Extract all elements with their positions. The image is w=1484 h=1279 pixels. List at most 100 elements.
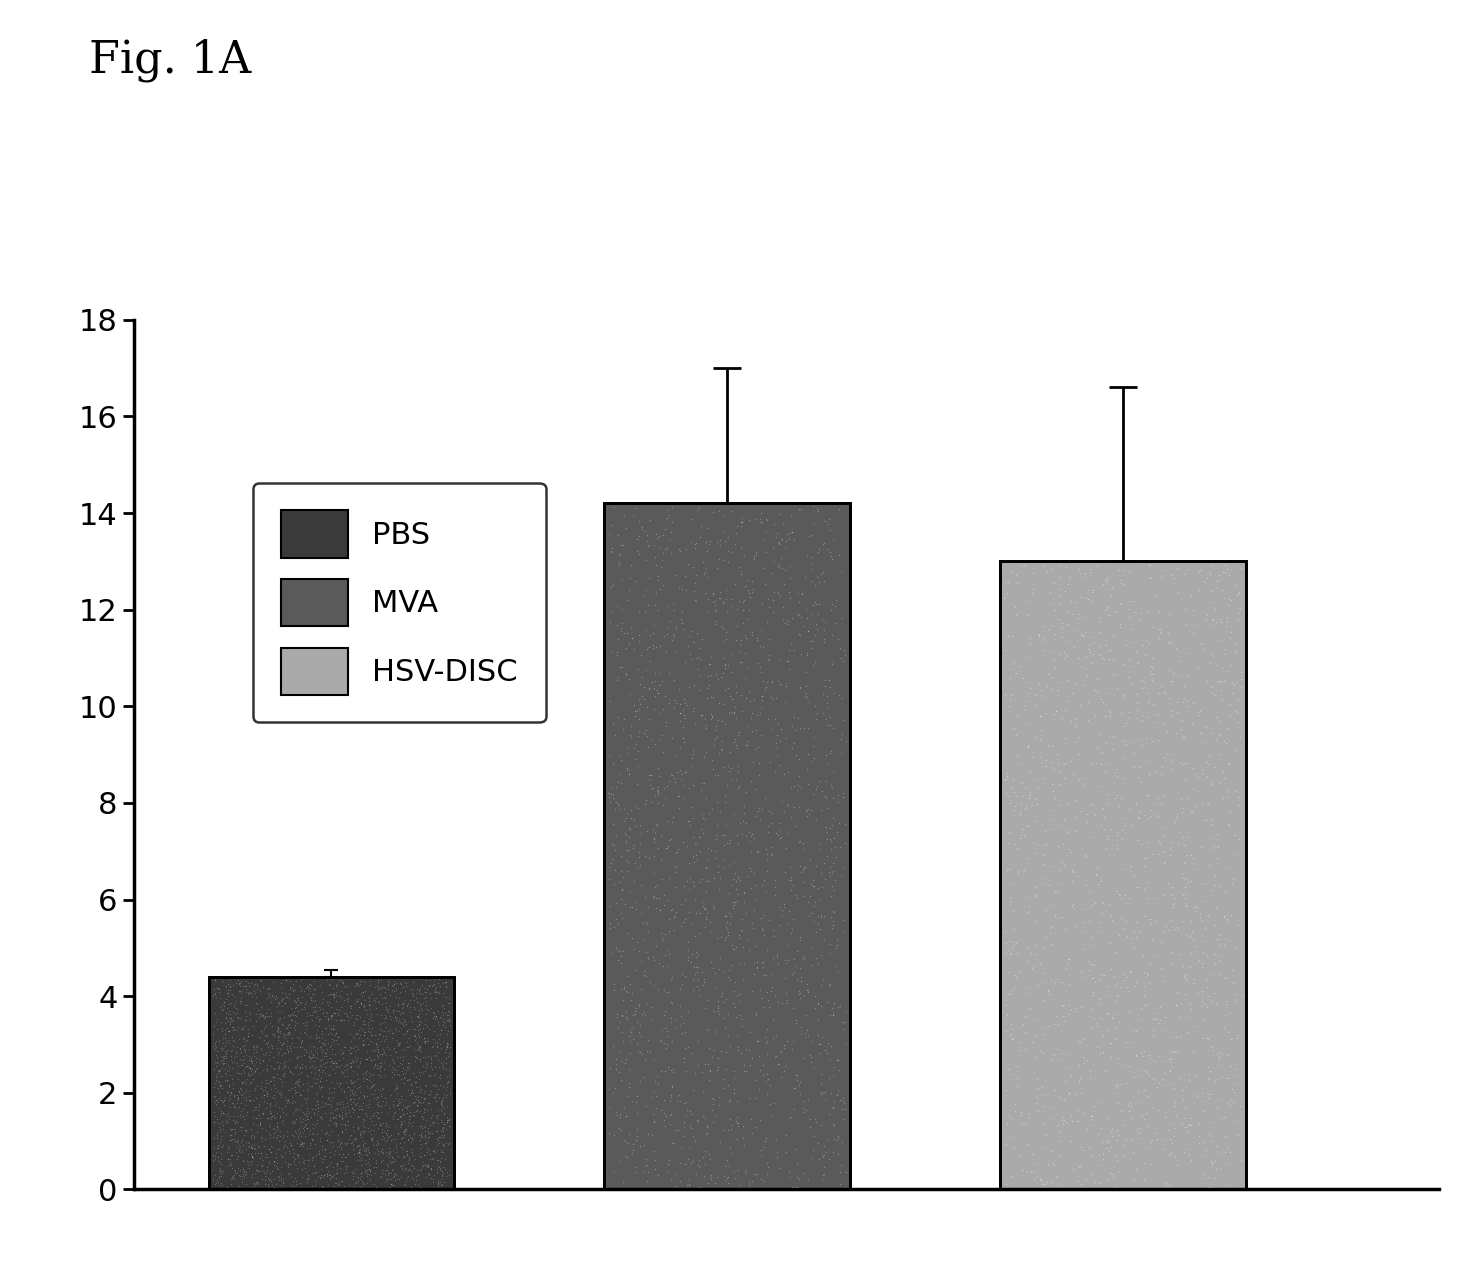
- Point: [1163, 1027, 1187, 1048]
- Point: [703, 840, 727, 861]
- Point: [644, 876, 668, 897]
- Point: [1039, 1108, 1063, 1128]
- Point: [254, 1174, 278, 1195]
- Point: [217, 1102, 240, 1123]
- Point: [749, 512, 773, 532]
- Point: [1224, 701, 1248, 721]
- Point: [1177, 1114, 1201, 1134]
- Point: [834, 1012, 858, 1032]
- Point: [1066, 620, 1089, 641]
- Point: [735, 628, 758, 648]
- Point: [733, 1062, 757, 1082]
- Point: [1212, 906, 1236, 926]
- Point: [249, 1076, 273, 1096]
- Point: [738, 1175, 761, 1196]
- Point: [438, 1010, 462, 1031]
- Point: [1071, 1140, 1095, 1160]
- Point: [806, 604, 830, 624]
- Point: [1113, 684, 1137, 705]
- Point: [310, 1077, 334, 1097]
- Point: [1141, 1009, 1165, 1030]
- Point: [396, 1111, 420, 1132]
- Point: [1138, 568, 1162, 588]
- Point: [252, 1079, 276, 1100]
- Point: [597, 783, 620, 803]
- Point: [1119, 962, 1143, 982]
- Point: [209, 1012, 233, 1032]
- Point: [1180, 1108, 1204, 1128]
- Point: [365, 1087, 389, 1108]
- Point: [289, 978, 313, 999]
- Point: [401, 980, 424, 1000]
- Point: [1172, 835, 1196, 856]
- Point: [617, 973, 641, 994]
- Point: [278, 971, 301, 991]
- Point: [279, 1134, 303, 1155]
- Point: [775, 990, 798, 1010]
- Point: [1055, 793, 1079, 813]
- Point: [613, 976, 637, 996]
- Point: [309, 1131, 332, 1151]
- Point: [389, 1032, 413, 1053]
- Point: [720, 935, 743, 955]
- Point: [355, 1060, 378, 1081]
- Point: [784, 744, 807, 765]
- Point: [341, 1037, 365, 1058]
- Point: [1082, 1008, 1106, 1028]
- Point: [637, 637, 660, 657]
- Point: [329, 1170, 353, 1191]
- Point: [684, 590, 708, 610]
- Point: [635, 921, 659, 941]
- Point: [1125, 972, 1149, 993]
- Point: [706, 710, 730, 730]
- Point: [295, 1109, 319, 1129]
- Point: [800, 524, 824, 545]
- Point: [1066, 1100, 1089, 1120]
- Point: [1159, 564, 1183, 585]
- Point: [255, 1108, 279, 1128]
- Point: [234, 1045, 258, 1065]
- Point: [234, 1164, 258, 1184]
- Point: [729, 629, 752, 650]
- Point: [1040, 1152, 1064, 1173]
- Point: [243, 993, 267, 1013]
- Point: [1104, 1030, 1128, 1050]
- Point: [804, 922, 828, 943]
- Point: [202, 1111, 226, 1132]
- Point: [705, 792, 729, 812]
- Point: [331, 1095, 355, 1115]
- Point: [1077, 638, 1101, 659]
- Point: [251, 1050, 275, 1071]
- Point: [718, 1109, 742, 1129]
- Point: [315, 1156, 338, 1177]
- Point: [294, 1115, 318, 1136]
- Point: [1103, 991, 1126, 1012]
- Point: [291, 1101, 315, 1122]
- Point: [232, 1150, 255, 1170]
- Point: [392, 1132, 416, 1152]
- Point: [226, 969, 249, 990]
- Point: [1027, 624, 1051, 645]
- Point: [260, 985, 283, 1005]
- Point: [607, 940, 631, 961]
- Point: [432, 1117, 456, 1137]
- Point: [208, 1088, 232, 1109]
- Point: [1137, 706, 1160, 726]
- Point: [1138, 799, 1162, 820]
- Point: [1224, 643, 1248, 664]
- Point: [252, 1008, 276, 1028]
- Point: [732, 811, 755, 831]
- Point: [432, 1127, 456, 1147]
- Point: [331, 1096, 355, 1117]
- Point: [623, 1001, 647, 1022]
- Point: [368, 1083, 392, 1104]
- Point: [365, 1058, 389, 1078]
- Point: [797, 906, 821, 926]
- Point: [803, 891, 827, 912]
- Point: [1129, 1128, 1153, 1149]
- Point: [695, 715, 718, 735]
- Point: [1201, 615, 1224, 636]
- Point: [1212, 732, 1236, 752]
- Point: [361, 1105, 384, 1126]
- Point: [683, 537, 706, 558]
